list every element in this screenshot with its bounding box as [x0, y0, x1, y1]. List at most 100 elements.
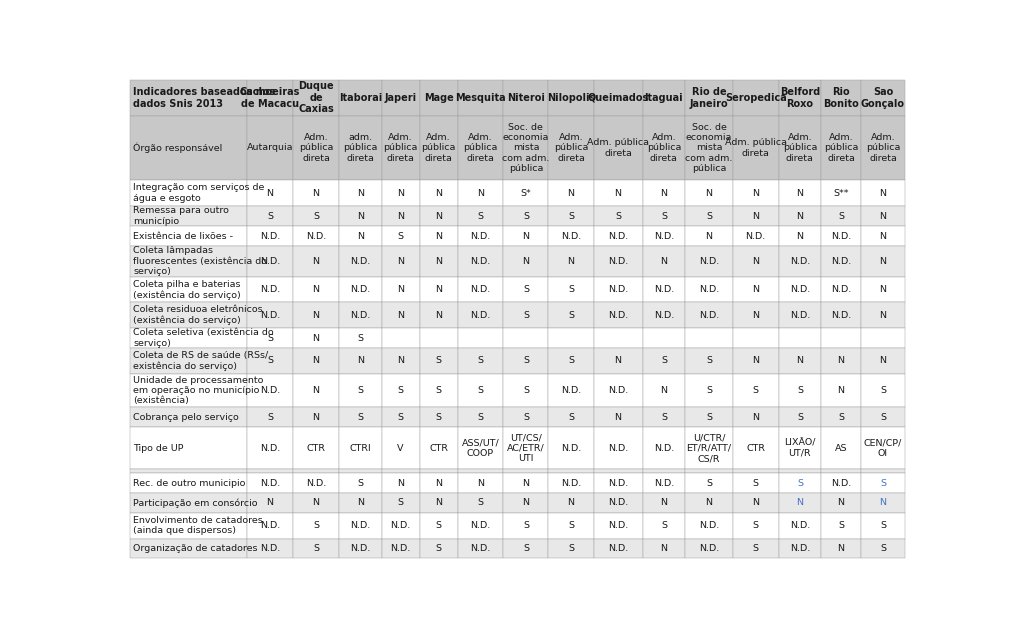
Bar	[685, 408, 732, 427]
Bar	[732, 539, 779, 558]
Text: Adm.
pública
direta: Adm. pública direta	[646, 133, 681, 163]
Bar	[685, 302, 732, 328]
Bar	[732, 374, 779, 408]
Bar	[861, 473, 905, 493]
Bar	[779, 226, 821, 246]
Text: N: N	[522, 498, 529, 507]
Bar	[732, 206, 779, 226]
Bar	[458, 374, 503, 408]
Text: adm.
pública
direta: adm. pública direta	[343, 133, 378, 163]
Bar	[594, 374, 642, 408]
Bar	[685, 246, 732, 276]
Bar	[548, 493, 594, 513]
Bar	[419, 180, 458, 206]
Bar	[503, 116, 548, 180]
Text: N: N	[661, 188, 668, 197]
Text: S: S	[398, 386, 404, 395]
Bar	[779, 180, 821, 206]
Text: S: S	[568, 413, 574, 422]
Bar	[130, 226, 247, 246]
Text: S: S	[797, 413, 803, 422]
Text: N.D.: N.D.	[699, 257, 719, 266]
Text: N: N	[752, 188, 760, 197]
Bar	[732, 226, 779, 246]
Bar	[642, 469, 685, 473]
Text: S: S	[267, 334, 273, 343]
Bar	[339, 206, 382, 226]
Text: N: N	[568, 188, 575, 197]
Bar	[594, 408, 642, 427]
Text: S: S	[358, 478, 364, 487]
Bar	[130, 348, 247, 374]
Bar	[503, 206, 548, 226]
Bar	[861, 302, 905, 328]
Text: S: S	[358, 334, 364, 343]
Text: S: S	[661, 212, 667, 221]
Text: N.D.: N.D.	[391, 521, 411, 530]
Bar	[130, 276, 247, 302]
Text: S: S	[838, 212, 844, 221]
Text: N.D.: N.D.	[260, 444, 280, 453]
Text: Organização de catadores: Organização de catadores	[133, 544, 258, 553]
Bar	[293, 328, 339, 348]
Bar	[594, 226, 642, 246]
Bar	[594, 276, 642, 302]
Bar	[458, 276, 503, 302]
Bar	[732, 246, 779, 276]
Text: Adm.
pública
direta: Adm. pública direta	[384, 133, 418, 163]
Bar	[293, 206, 339, 226]
Text: CTR: CTR	[746, 444, 766, 453]
Text: N.D.: N.D.	[350, 257, 371, 266]
Bar	[503, 427, 548, 469]
Text: S: S	[880, 413, 886, 422]
Bar	[821, 116, 861, 180]
Bar	[458, 348, 503, 374]
Bar	[821, 276, 861, 302]
Text: N: N	[397, 257, 404, 266]
Text: N: N	[752, 311, 760, 320]
Text: N: N	[568, 257, 575, 266]
Text: N: N	[312, 257, 319, 266]
Bar	[642, 348, 685, 374]
Bar	[339, 302, 382, 328]
Bar	[642, 408, 685, 427]
Text: ASS/UT/
COOP: ASS/UT/ COOP	[462, 439, 499, 458]
Bar	[458, 408, 503, 427]
Text: U/CTR/
ET/R/ATT/
CS/R: U/CTR/ ET/R/ATT/ CS/R	[687, 433, 731, 463]
Bar	[642, 513, 685, 539]
Text: Adm.
pública
direta: Adm. pública direta	[299, 133, 333, 163]
Bar	[861, 493, 905, 513]
Text: S: S	[523, 212, 529, 221]
Bar	[382, 473, 419, 493]
Text: N: N	[435, 311, 442, 320]
Bar	[419, 539, 458, 558]
Text: N.D.: N.D.	[471, 521, 491, 530]
Text: Belford
Roxo: Belford Roxo	[780, 87, 820, 109]
Bar	[861, 246, 905, 276]
Bar	[458, 80, 503, 116]
Text: S: S	[706, 386, 712, 395]
Text: N: N	[568, 498, 575, 507]
Text: N: N	[705, 188, 712, 197]
Text: N.D.: N.D.	[653, 444, 674, 453]
Text: N.D.: N.D.	[608, 521, 628, 530]
Bar	[642, 493, 685, 513]
Bar	[732, 493, 779, 513]
Bar	[642, 328, 685, 348]
Bar	[548, 276, 594, 302]
Bar	[821, 539, 861, 558]
Bar	[293, 374, 339, 408]
Text: N.D.: N.D.	[831, 231, 851, 240]
Bar	[458, 469, 503, 473]
Bar	[247, 180, 293, 206]
Bar	[458, 180, 503, 206]
Text: N.D.: N.D.	[608, 544, 628, 553]
Bar	[548, 180, 594, 206]
Bar	[821, 328, 861, 348]
Bar	[503, 473, 548, 493]
Bar	[685, 328, 732, 348]
Bar	[642, 374, 685, 408]
Bar	[861, 348, 905, 374]
Text: N: N	[797, 188, 803, 197]
Text: Mage: Mage	[423, 93, 453, 103]
